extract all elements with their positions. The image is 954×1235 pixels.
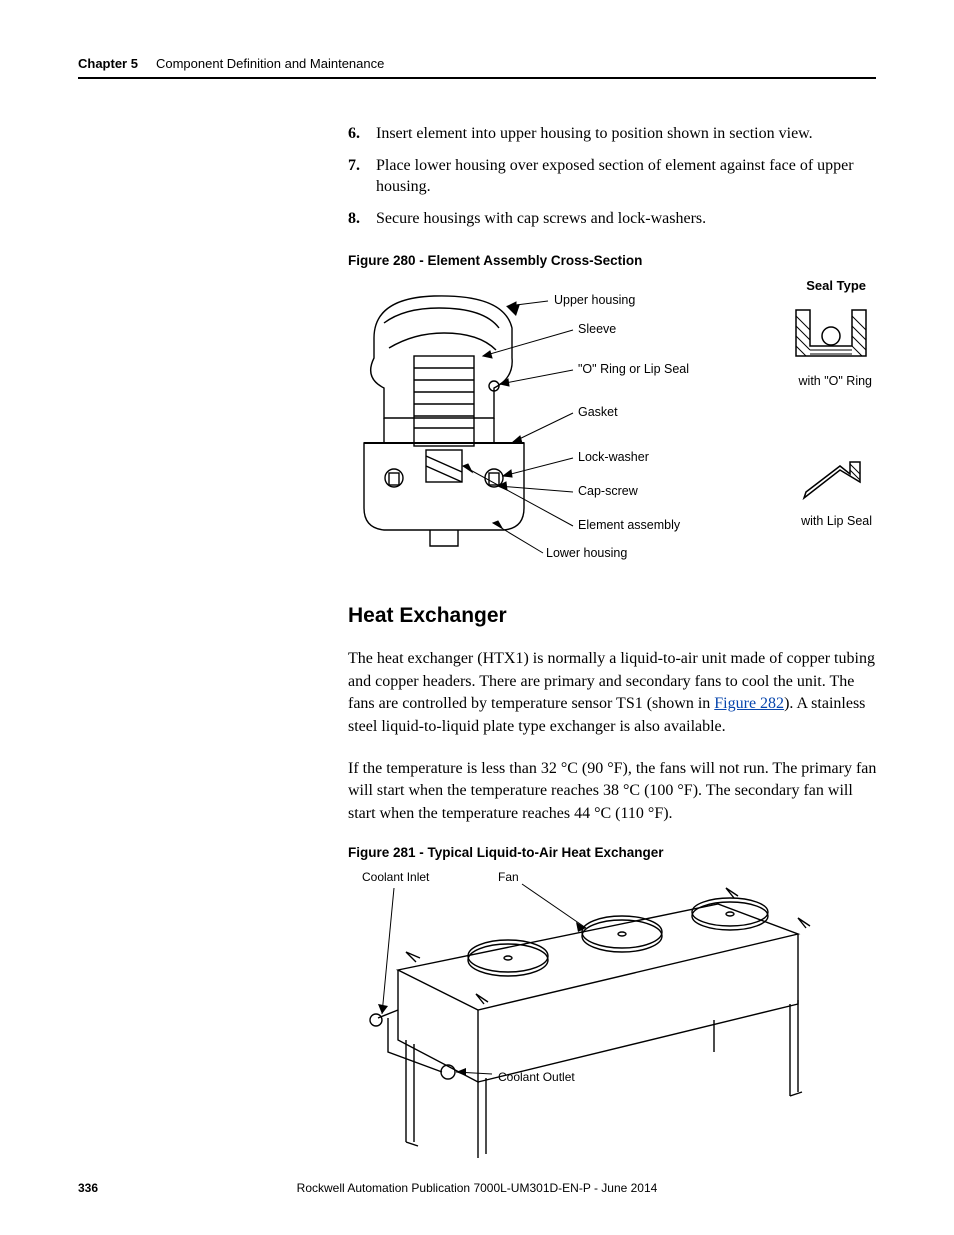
label-coolant-inlet: Coolant Inlet [362, 870, 429, 884]
page-header: Chapter 5 Component Definition and Maint… [78, 56, 876, 79]
body-paragraph: If the temperature is less than 32 °C (9… [348, 758, 878, 825]
publication-id: Rockwell Automation Publication 7000L-UM… [297, 1181, 658, 1195]
callout-lower-housing: Lower housing [546, 546, 627, 560]
seal-lip-caption: with Lip Seal [801, 514, 872, 528]
content-column: 6. Insert element into upper housing to p… [348, 123, 878, 1180]
step-list: 6. Insert element into upper housing to p… [348, 123, 878, 229]
label-coolant-outlet: Coolant Outlet [498, 1070, 575, 1084]
step-number: 7. [348, 155, 360, 177]
figure-caption: Figure 280 - Element Assembly Cross-Sect… [348, 253, 878, 268]
callout-upper-housing: Upper housing [554, 293, 635, 307]
callout-capscrew: Cap-screw [578, 484, 638, 498]
label-fan: Fan [498, 870, 519, 884]
section-heading: Heat Exchanger [348, 604, 878, 628]
callout-oring: "O" Ring or Lip Seal [578, 362, 689, 376]
step-text: Place lower housing over exposed section… [376, 157, 854, 196]
step-item: 7. Place lower housing over exposed secti… [348, 155, 878, 198]
body-paragraph: The heat exchanger (HTX1) is normally a … [348, 648, 878, 738]
chapter-label: Chapter 5 [78, 56, 138, 71]
seal-type-title: Seal Type [806, 278, 866, 293]
heat-exchanger-icon [358, 870, 818, 1180]
page-footer: 336 Rockwell Automation Publication 7000… [78, 1181, 876, 1195]
step-text: Insert element into upper housing to pos… [376, 125, 813, 142]
callout-lockwasher: Lock-washer [578, 450, 649, 464]
figure-281: Coolant Inlet Fan Coolant Outlet [358, 870, 818, 1180]
figure-reference-link[interactable]: Figure 282 [714, 695, 784, 712]
page: Chapter 5 Component Definition and Maint… [0, 0, 954, 1235]
step-item: 6. Insert element into upper housing to p… [348, 123, 878, 145]
callout-sleeve: Sleeve [578, 322, 616, 336]
seal-oring-caption: with "O" Ring [799, 374, 872, 388]
callout-element-assembly: Element assembly [578, 518, 680, 532]
step-text: Secure housings with cap screws and lock… [376, 210, 706, 227]
step-number: 6. [348, 123, 360, 145]
seal-oring-icon [792, 306, 870, 368]
step-item: 8. Secure housings with cap screws and lo… [348, 208, 878, 230]
chapter-title: Component Definition and Maintenance [156, 56, 384, 71]
callout-gasket: Gasket [578, 405, 618, 419]
step-number: 8. [348, 208, 360, 230]
figure-280: Upper housing Sleeve "O" Ring or Lip Sea… [348, 278, 878, 568]
page-number: 336 [78, 1181, 98, 1195]
assembly-cross-section-icon [344, 278, 564, 568]
figure-caption: Figure 281 - Typical Liquid-to-Air Heat … [348, 845, 878, 860]
seal-lip-icon [800, 458, 864, 508]
